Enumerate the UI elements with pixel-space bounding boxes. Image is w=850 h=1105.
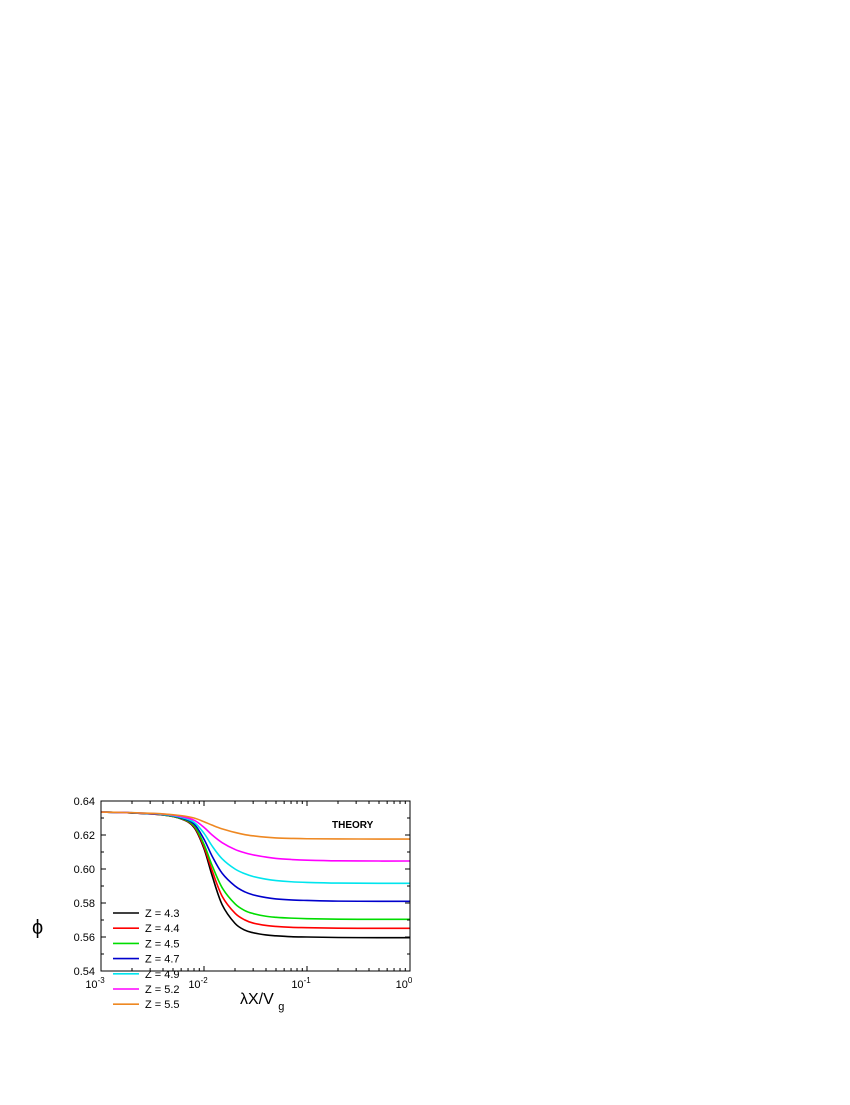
x-axis-ticks: 10-3 10-2 10-1 100 <box>85 801 413 991</box>
annotation-theory: THEORY <box>332 820 374 831</box>
legend-label-2: Z = 4.4 <box>145 923 180 935</box>
y-axis-ticks: 0.54 0.56 0.58 0.60 0.62 0.64 <box>74 796 410 978</box>
x-axis-label-subscript: g <box>278 1001 284 1013</box>
y-axis-label: ϕ <box>32 917 43 939</box>
x-tick-base: 10 <box>396 979 408 991</box>
series-line-7 <box>100 811 411 840</box>
x-axis-label: λX/V g <box>240 991 284 1013</box>
x-tick-base: 10 <box>85 979 97 991</box>
legend-label-3: Z = 4.5 <box>145 938 180 950</box>
legend-label-5: Z = 4.9 <box>145 969 180 981</box>
y-tick-label-5: 0.64 <box>74 796 95 808</box>
legend-label-6: Z = 5.2 <box>145 984 180 996</box>
legend-label-1: Z = 4.3 <box>145 908 180 920</box>
x-tick-base: 10 <box>188 979 200 991</box>
x-tick-exponent: -3 <box>98 976 106 985</box>
y-tick-label-1: 0.56 <box>74 932 95 944</box>
x-tick-exponent: 0 <box>408 976 413 985</box>
x-tick-exponent: -2 <box>201 976 209 985</box>
x-tick-exponent: -1 <box>304 976 312 985</box>
legend-label-4: Z = 4.7 <box>145 954 180 966</box>
legend: Z = 4.3 Z = 4.4 Z = 4.5 Z = 4.7 Z = 4.9 Z = 5… <box>113 908 180 1011</box>
legend-label-7: Z = 5.5 <box>145 999 180 1011</box>
x-axis-label-main: λX/V <box>240 991 274 1008</box>
y-tick-label-0: 0.54 <box>74 966 95 978</box>
y-tick-label-4: 0.62 <box>74 830 95 842</box>
y-tick-label-3: 0.60 <box>74 864 95 876</box>
x-tick-label-1: 10-2 <box>188 976 208 991</box>
series-layer <box>100 811 411 939</box>
x-tick-base: 10 <box>291 979 303 991</box>
x-tick-label-3: 100 <box>396 976 413 991</box>
y-tick-label-2: 0.58 <box>74 898 95 910</box>
x-tick-label-0: 10-3 <box>85 976 105 991</box>
x-tick-label-2: 10-1 <box>291 976 311 991</box>
